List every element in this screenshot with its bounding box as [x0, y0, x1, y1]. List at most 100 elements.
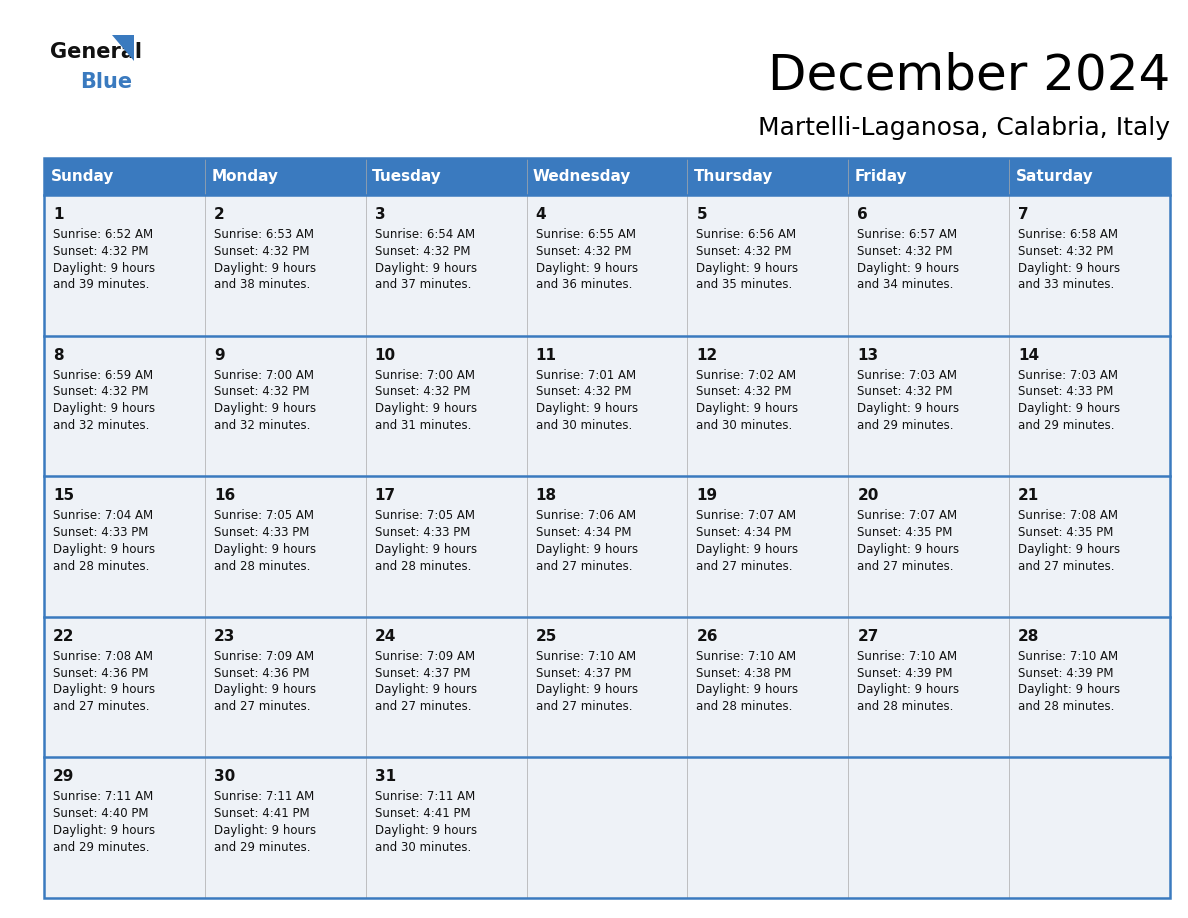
- Text: 29: 29: [53, 769, 75, 784]
- Bar: [204, 617, 366, 757]
- Text: Sunset: 4:32 PM: Sunset: 4:32 PM: [214, 386, 309, 398]
- Bar: [688, 195, 848, 336]
- Text: and 27 minutes.: and 27 minutes.: [1018, 560, 1114, 573]
- Text: Sunrise: 7:07 AM: Sunrise: 7:07 AM: [696, 509, 796, 522]
- Text: Sunset: 4:37 PM: Sunset: 4:37 PM: [536, 666, 631, 679]
- Text: Sunset: 4:32 PM: Sunset: 4:32 PM: [374, 386, 470, 398]
- Text: Daylight: 9 hours: Daylight: 9 hours: [696, 543, 798, 555]
- Bar: [688, 336, 848, 476]
- Text: and 29 minutes.: and 29 minutes.: [214, 841, 310, 854]
- Text: Sunset: 4:34 PM: Sunset: 4:34 PM: [536, 526, 631, 539]
- Bar: [526, 757, 688, 898]
- Text: 23: 23: [214, 629, 235, 644]
- Bar: [366, 617, 526, 757]
- Text: 9: 9: [214, 348, 225, 363]
- Text: Sunrise: 7:05 AM: Sunrise: 7:05 AM: [374, 509, 475, 522]
- Text: Sunset: 4:35 PM: Sunset: 4:35 PM: [858, 526, 953, 539]
- Text: Sunrise: 7:10 AM: Sunrise: 7:10 AM: [696, 650, 796, 663]
- Bar: [44, 158, 1170, 898]
- Text: Sunrise: 7:06 AM: Sunrise: 7:06 AM: [536, 509, 636, 522]
- Bar: [204, 476, 366, 617]
- Bar: [1009, 195, 1170, 336]
- Text: and 35 minutes.: and 35 minutes.: [696, 278, 792, 291]
- Text: 16: 16: [214, 488, 235, 503]
- Text: 25: 25: [536, 629, 557, 644]
- Text: Sunrise: 7:10 AM: Sunrise: 7:10 AM: [858, 650, 958, 663]
- Text: Sunset: 4:32 PM: Sunset: 4:32 PM: [1018, 245, 1113, 258]
- Text: Daylight: 9 hours: Daylight: 9 hours: [696, 402, 798, 415]
- Text: Sunset: 4:41 PM: Sunset: 4:41 PM: [214, 807, 310, 820]
- Bar: [44, 336, 204, 476]
- Text: and 32 minutes.: and 32 minutes.: [53, 419, 150, 432]
- Text: Sunrise: 7:03 AM: Sunrise: 7:03 AM: [1018, 369, 1118, 382]
- Bar: [1009, 336, 1170, 476]
- Text: Sunset: 4:35 PM: Sunset: 4:35 PM: [1018, 526, 1113, 539]
- Text: Daylight: 9 hours: Daylight: 9 hours: [858, 683, 960, 697]
- Text: Sunrise: 7:05 AM: Sunrise: 7:05 AM: [214, 509, 314, 522]
- Text: Sunset: 4:32 PM: Sunset: 4:32 PM: [858, 386, 953, 398]
- Text: 22: 22: [53, 629, 75, 644]
- Bar: [1009, 158, 1170, 195]
- Bar: [366, 158, 526, 195]
- Text: Blue: Blue: [80, 72, 132, 92]
- Bar: [848, 757, 1009, 898]
- Text: Sunset: 4:32 PM: Sunset: 4:32 PM: [536, 386, 631, 398]
- Text: Sunrise: 7:09 AM: Sunrise: 7:09 AM: [214, 650, 314, 663]
- Text: Daylight: 9 hours: Daylight: 9 hours: [374, 543, 476, 555]
- Text: Daylight: 9 hours: Daylight: 9 hours: [214, 543, 316, 555]
- Text: Daylight: 9 hours: Daylight: 9 hours: [53, 262, 156, 274]
- Text: 24: 24: [374, 629, 396, 644]
- Text: Daylight: 9 hours: Daylight: 9 hours: [536, 262, 638, 274]
- Text: and 36 minutes.: and 36 minutes.: [536, 278, 632, 291]
- Text: and 32 minutes.: and 32 minutes.: [214, 419, 310, 432]
- Text: Sunrise: 7:11 AM: Sunrise: 7:11 AM: [53, 790, 153, 803]
- Text: Daylight: 9 hours: Daylight: 9 hours: [1018, 543, 1120, 555]
- Text: Daylight: 9 hours: Daylight: 9 hours: [374, 402, 476, 415]
- Text: Sunset: 4:41 PM: Sunset: 4:41 PM: [374, 807, 470, 820]
- Text: 30: 30: [214, 769, 235, 784]
- Text: Daylight: 9 hours: Daylight: 9 hours: [214, 262, 316, 274]
- Text: Sunrise: 7:00 AM: Sunrise: 7:00 AM: [374, 369, 475, 382]
- Text: Sunset: 4:38 PM: Sunset: 4:38 PM: [696, 666, 792, 679]
- Text: Sunset: 4:32 PM: Sunset: 4:32 PM: [53, 386, 148, 398]
- Text: Sunrise: 7:03 AM: Sunrise: 7:03 AM: [858, 369, 958, 382]
- Text: Sunset: 4:36 PM: Sunset: 4:36 PM: [53, 666, 148, 679]
- Text: and 38 minutes.: and 38 minutes.: [214, 278, 310, 291]
- Text: and 29 minutes.: and 29 minutes.: [53, 841, 150, 854]
- Text: Sunrise: 6:52 AM: Sunrise: 6:52 AM: [53, 228, 153, 241]
- Bar: [688, 617, 848, 757]
- Bar: [526, 195, 688, 336]
- Text: Sunset: 4:32 PM: Sunset: 4:32 PM: [536, 245, 631, 258]
- Text: 18: 18: [536, 488, 557, 503]
- Bar: [366, 336, 526, 476]
- Text: Sunset: 4:33 PM: Sunset: 4:33 PM: [1018, 386, 1113, 398]
- Bar: [204, 336, 366, 476]
- Text: Sunrise: 7:11 AM: Sunrise: 7:11 AM: [374, 790, 475, 803]
- Text: and 28 minutes.: and 28 minutes.: [858, 700, 954, 713]
- Text: Sunrise: 7:08 AM: Sunrise: 7:08 AM: [53, 650, 153, 663]
- Text: Sunrise: 7:00 AM: Sunrise: 7:00 AM: [214, 369, 314, 382]
- Text: Wednesday: Wednesday: [533, 169, 631, 184]
- Polygon shape: [112, 35, 134, 61]
- Text: 6: 6: [858, 207, 868, 222]
- Text: Daylight: 9 hours: Daylight: 9 hours: [53, 683, 156, 697]
- Text: Sunset: 4:40 PM: Sunset: 4:40 PM: [53, 807, 148, 820]
- Bar: [688, 757, 848, 898]
- Bar: [848, 476, 1009, 617]
- Bar: [44, 617, 204, 757]
- Text: 21: 21: [1018, 488, 1040, 503]
- Text: and 37 minutes.: and 37 minutes.: [374, 278, 472, 291]
- Text: and 27 minutes.: and 27 minutes.: [214, 700, 310, 713]
- Text: and 39 minutes.: and 39 minutes.: [53, 278, 150, 291]
- Text: Friday: Friday: [854, 169, 908, 184]
- Text: 27: 27: [858, 629, 879, 644]
- Text: and 27 minutes.: and 27 minutes.: [858, 560, 954, 573]
- Text: Daylight: 9 hours: Daylight: 9 hours: [696, 683, 798, 697]
- Text: 28: 28: [1018, 629, 1040, 644]
- Text: and 28 minutes.: and 28 minutes.: [214, 560, 310, 573]
- Text: Daylight: 9 hours: Daylight: 9 hours: [53, 402, 156, 415]
- Text: Sunset: 4:39 PM: Sunset: 4:39 PM: [1018, 666, 1113, 679]
- Text: Sunrise: 6:53 AM: Sunrise: 6:53 AM: [214, 228, 314, 241]
- Text: and 31 minutes.: and 31 minutes.: [374, 419, 472, 432]
- Text: Sunday: Sunday: [50, 169, 114, 184]
